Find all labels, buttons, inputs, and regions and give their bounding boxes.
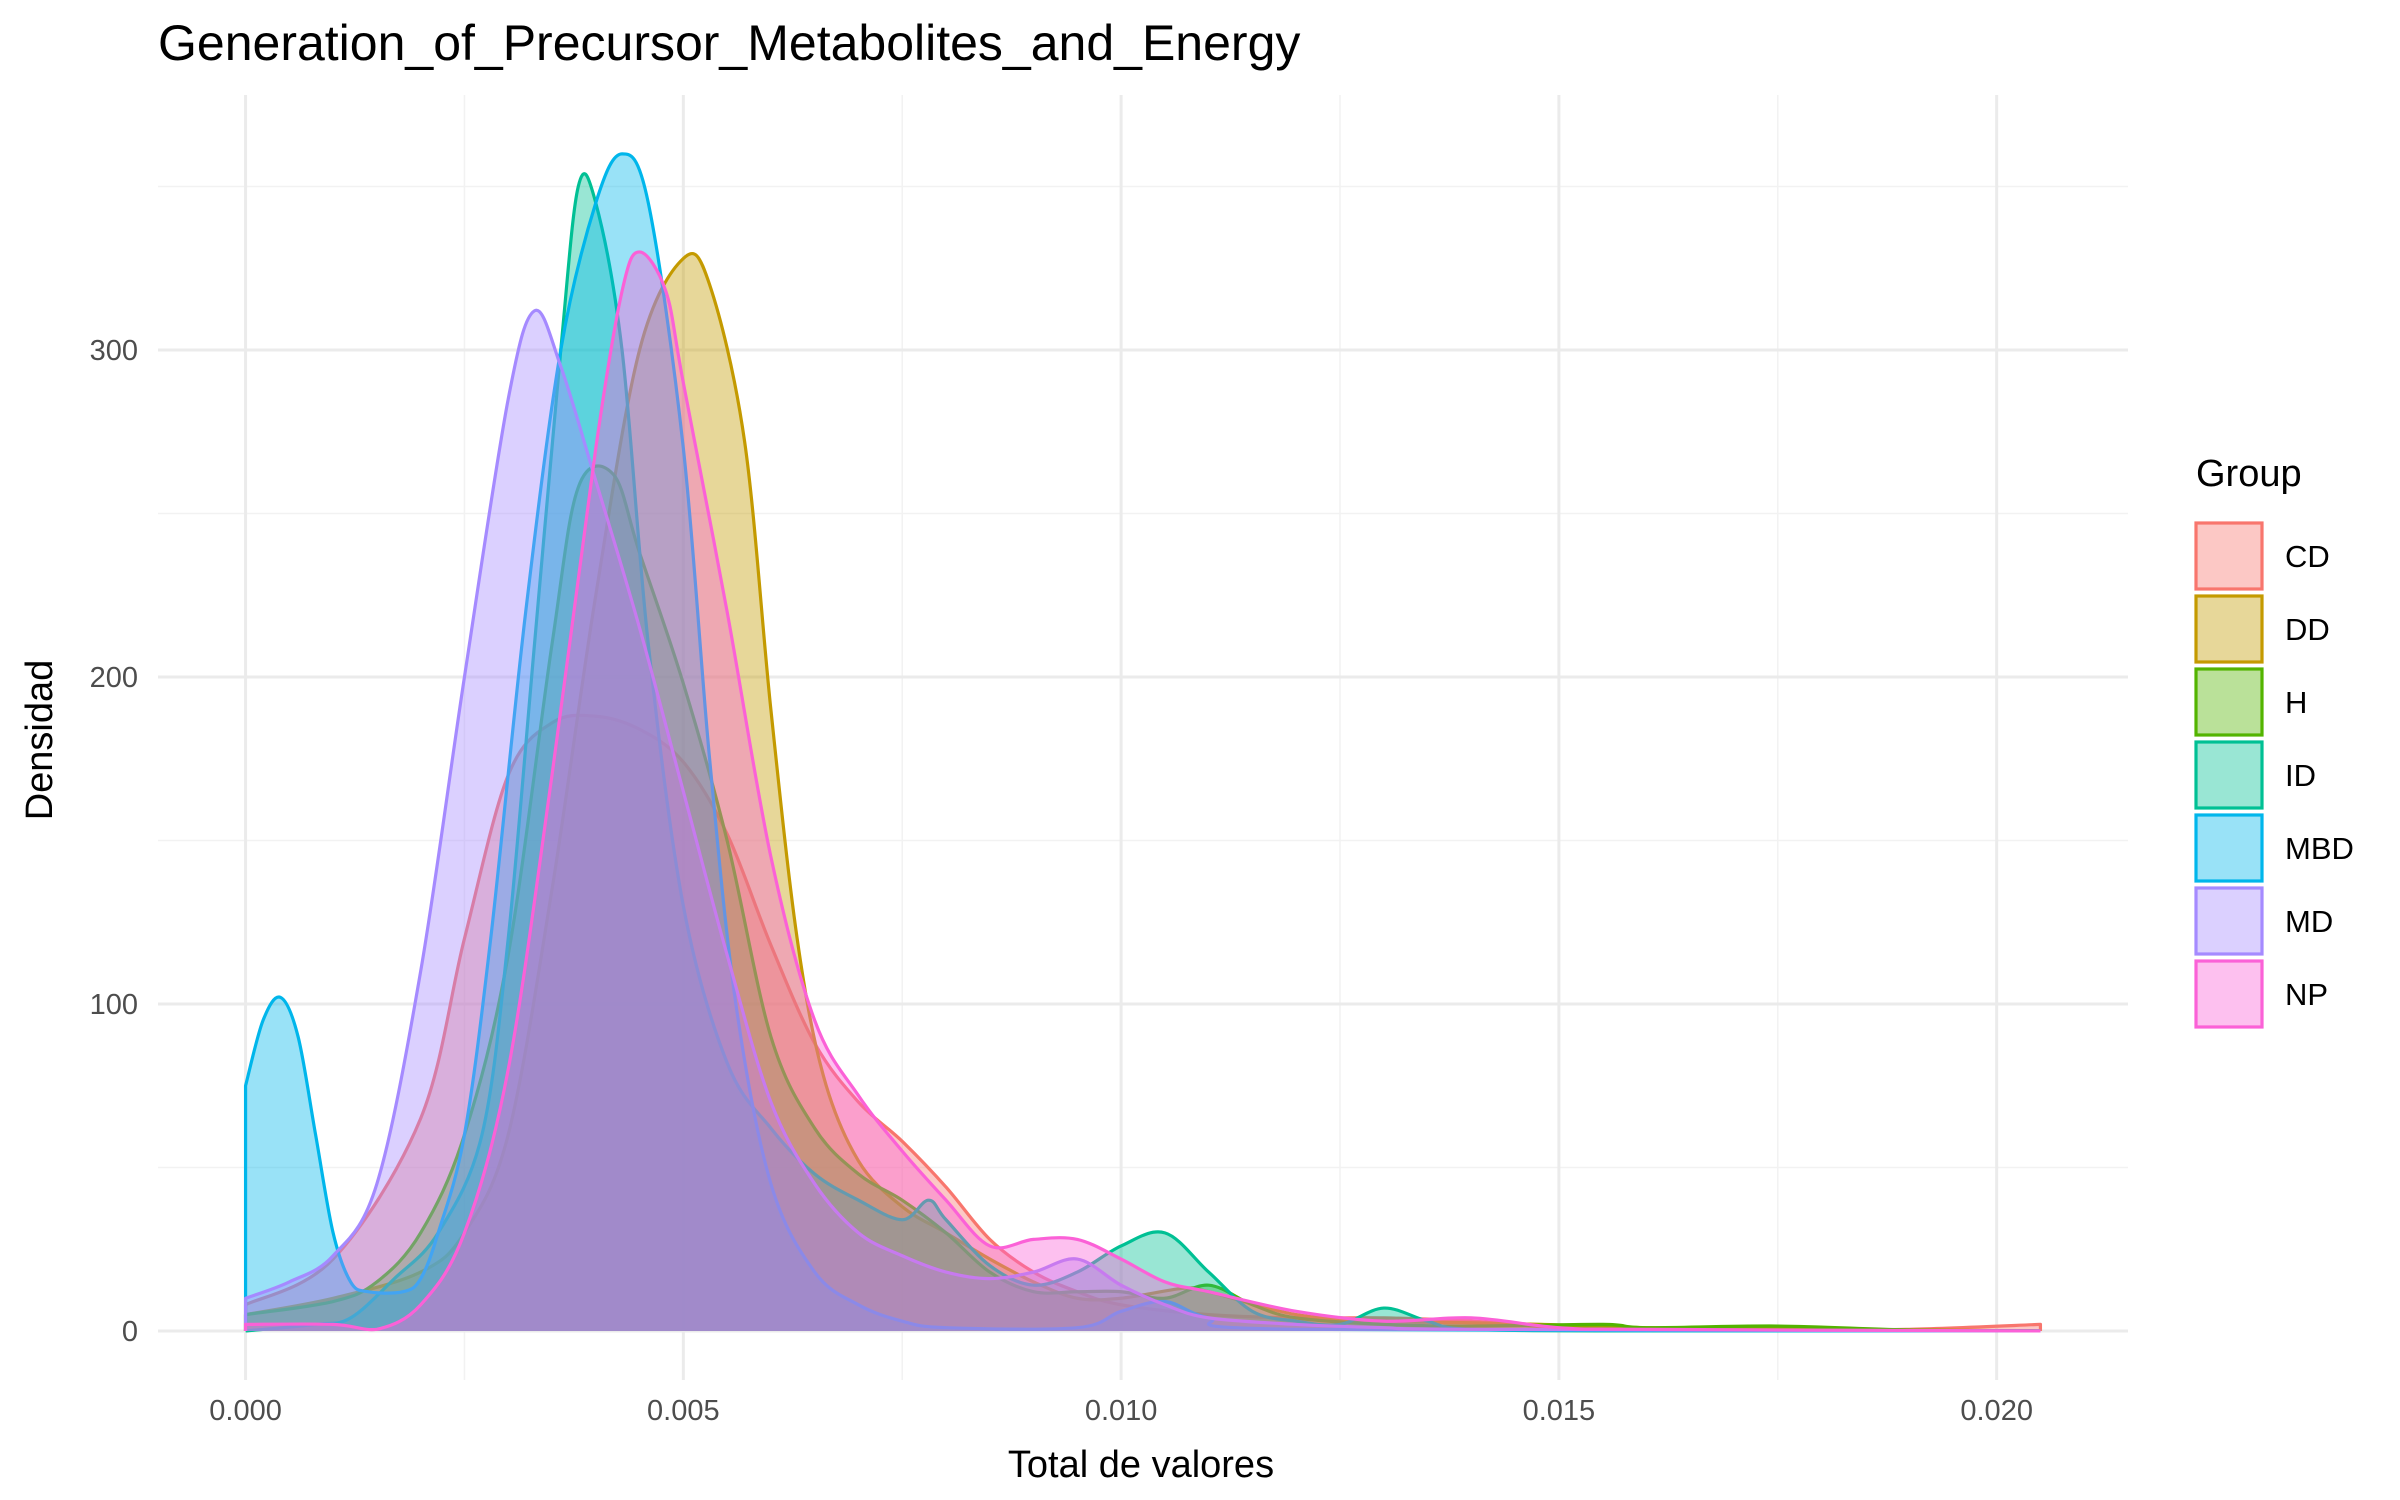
density-area-dd	[245, 253, 2041, 1331]
legend: Group CD DD H ID MBD MD NP	[2194, 453, 2354, 1029]
y-tick-label: 200	[90, 662, 138, 694]
density-area-id	[245, 173, 2041, 1331]
density-line-h	[243, 464, 2041, 1333]
legend-item-md: MD	[2194, 886, 2333, 956]
series-layer	[243, 152, 2043, 1333]
x-tick-label: 0.020	[1960, 1395, 2033, 1427]
x-tick-label: 0.015	[1523, 1395, 1596, 1427]
density-area-md	[245, 310, 2041, 1331]
x-tick-label: 0.010	[1085, 1395, 1158, 1427]
legend-item-np: NP	[2194, 959, 2328, 1029]
legend-title: Group	[2196, 453, 2302, 495]
axis-layer: 0.000 0.005 0.010 0.015 0.020 0 100 200 300	[90, 335, 2033, 1427]
legend-label: ID	[2285, 758, 2316, 793]
density-area-np	[245, 251, 2041, 1331]
legend-item-mbd: MBD	[2194, 813, 2354, 883]
legend-item-h: H	[2194, 667, 2307, 737]
y-axis-title: Densidad	[19, 660, 61, 821]
series-md	[243, 308, 2041, 1333]
y-tick-label: 300	[90, 335, 138, 367]
legend-swatch	[2194, 813, 2264, 883]
density-area-h	[245, 465, 2041, 1331]
x-tick-label: 0.000	[209, 1395, 282, 1427]
x-tick-label: 0.005	[647, 1395, 720, 1427]
legend-swatch	[2194, 667, 2264, 737]
density-line-mbd	[243, 152, 2041, 1333]
legend-label: NP	[2285, 977, 2328, 1012]
density-area-mbd	[245, 153, 2041, 1331]
legend-label: MD	[2285, 904, 2333, 939]
legend-label: DD	[2285, 612, 2330, 647]
legend-item-cd: CD	[2194, 521, 2330, 591]
legend-swatch	[2194, 740, 2264, 810]
legend-items: CD DD H ID MBD MD NP	[2194, 521, 2354, 1029]
density-line-md	[243, 308, 2041, 1333]
legend-label: MBD	[2285, 831, 2354, 866]
density-line-np	[243, 250, 2041, 1333]
legend-swatch	[2194, 594, 2264, 664]
legend-item-dd: DD	[2194, 594, 2330, 664]
x-axis-title: Total de valores	[1008, 1444, 1274, 1486]
series-np	[243, 250, 2041, 1333]
y-tick-label: 100	[90, 989, 138, 1021]
series-h	[243, 464, 2041, 1333]
chart-title: Generation_of_Precursor_Metabolites_and_…	[158, 15, 1300, 71]
series-mbd	[243, 152, 2041, 1333]
density-area-cd	[245, 715, 2041, 1331]
legend-swatch	[2194, 521, 2264, 591]
y-tick-label: 0	[122, 1316, 138, 1348]
legend-label: CD	[2285, 539, 2330, 574]
legend-label: H	[2285, 685, 2307, 720]
legend-item-id: ID	[2194, 740, 2316, 810]
legend-swatch	[2194, 886, 2264, 956]
legend-swatch	[2194, 959, 2264, 1029]
